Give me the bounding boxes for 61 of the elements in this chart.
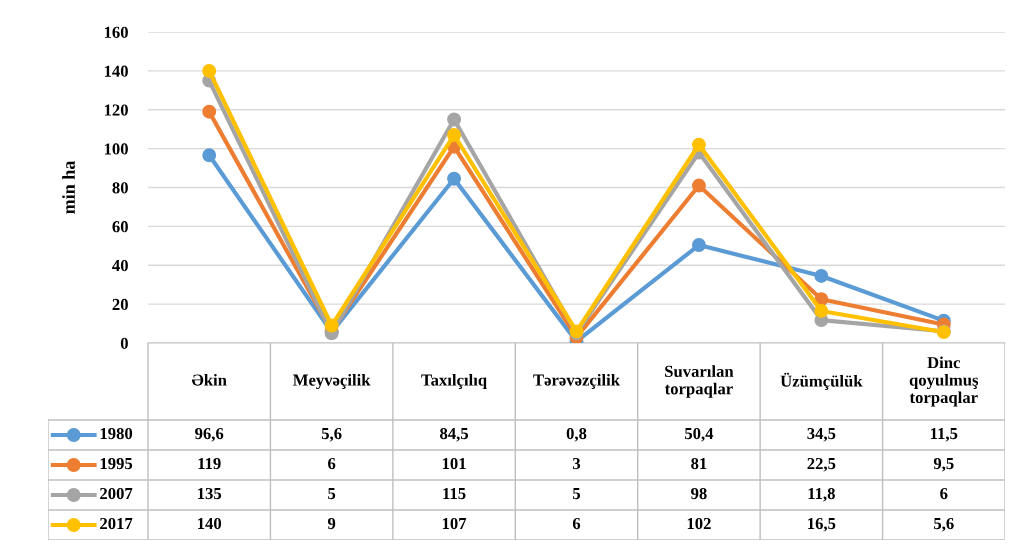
y-tick-label: 0 — [120, 337, 128, 349]
point — [691, 238, 706, 252]
data-label: 6 — [572, 517, 581, 530]
data-label: 0,8 — [566, 427, 587, 442]
x-tick-label: Üzümçülük — [780, 372, 863, 391]
data-label: 22,5 — [807, 457, 836, 472]
data-label: 101 — [442, 457, 466, 470]
y-tick-label: 120 — [104, 104, 128, 116]
legend-label: 1995 — [100, 457, 133, 470]
point — [447, 112, 462, 127]
point — [324, 318, 339, 333]
data-label: 5 — [573, 488, 581, 500]
legend-label: 2007 — [100, 487, 133, 500]
data-label: 84,5 — [440, 427, 469, 442]
data-label: 102 — [687, 517, 711, 530]
data-label: 9,5 — [933, 457, 954, 472]
legend-label: 2017 — [100, 517, 133, 530]
point — [691, 178, 706, 193]
x-tick-label: Suvarılan torpaqlar — [664, 365, 734, 398]
x-tick-label: Tərəvəzçilik — [533, 373, 620, 389]
y-tick-label: 80 — [112, 182, 128, 194]
point — [691, 137, 706, 152]
x-tick-label: Dinc qoyulmuş torpaqlar — [909, 356, 979, 407]
data-label: 16,5 — [808, 517, 836, 532]
data-label: 107 — [442, 517, 467, 530]
point — [447, 128, 462, 142]
point — [814, 303, 829, 318]
y-tick-label: 60 — [112, 221, 128, 233]
data-label: 9 — [327, 517, 336, 530]
data-label: 140 — [198, 517, 222, 530]
y-tick-label: 40 — [112, 259, 128, 272]
y-tick-label: 100 — [104, 143, 128, 155]
data-label: 3 — [572, 457, 581, 470]
data-label: 6 — [328, 457, 336, 470]
x-tick-label: Meyvəçilik — [293, 373, 371, 390]
data-label: 11,8 — [808, 487, 835, 502]
data-label: 6 — [940, 487, 948, 500]
legend-label: 1980 — [100, 427, 133, 440]
x-tick-label: Taxılçılıq — [421, 373, 487, 390]
data-label: 5,6 — [321, 427, 342, 442]
data-label: 96,6 — [195, 427, 224, 442]
data-label: 135 — [198, 487, 222, 500]
data-label: 50,4 — [685, 427, 714, 442]
data-label: 115 — [443, 488, 466, 500]
point — [814, 268, 829, 283]
y-tick-label: 160 — [104, 26, 128, 38]
point — [202, 104, 217, 119]
y-tick-label: 20 — [112, 298, 128, 311]
data-label: 98 — [691, 487, 707, 500]
point — [202, 63, 217, 78]
x-tick-label: Əkin — [191, 373, 227, 386]
point — [202, 148, 217, 163]
y-tick-label: 140 — [104, 65, 128, 77]
data-label: 11,5 — [931, 428, 958, 442]
data-label: 5 — [328, 488, 336, 500]
data-label: 81 — [691, 457, 707, 470]
data-label: 119 — [198, 457, 221, 470]
y-axis-title: min ha — [62, 160, 75, 214]
data-label: 34,5 — [807, 427, 836, 442]
point — [447, 171, 462, 186]
data-label: 5,6 — [934, 517, 954, 532]
